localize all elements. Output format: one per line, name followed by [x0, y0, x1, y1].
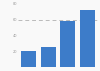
Bar — [41, 47, 56, 67]
Bar — [60, 21, 75, 67]
Bar — [21, 51, 36, 67]
Bar — [80, 10, 95, 67]
